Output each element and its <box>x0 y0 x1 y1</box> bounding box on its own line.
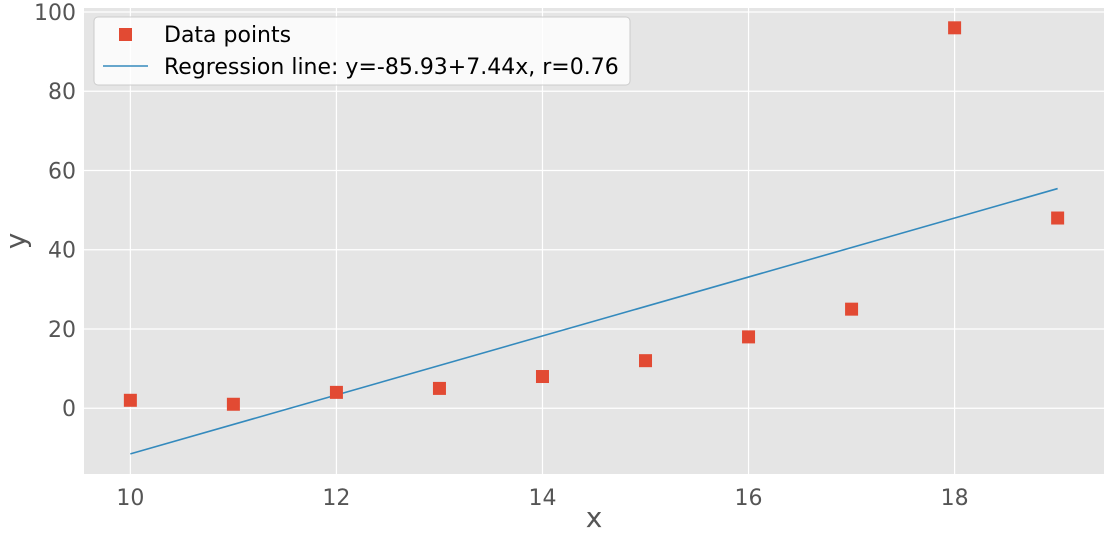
regression-layer <box>130 187 1058 455</box>
y-tick-label: 60 <box>48 159 76 184</box>
tick-labels: 10 12 14 16 18 0 20 40 60 80 100 <box>34 1 969 511</box>
legend: Data points Regression line: y=-85.93+7.… <box>93 16 631 86</box>
data-point <box>845 302 859 316</box>
y-tick-label: 80 <box>48 80 76 105</box>
data-point <box>742 330 756 344</box>
legend-box <box>93 16 631 86</box>
x-tick-label: 12 <box>322 486 350 511</box>
legend-label-data-points: Data points <box>164 23 291 48</box>
y-tick-label: 20 <box>48 318 76 343</box>
data-point <box>1051 211 1065 225</box>
y-tick-label: 40 <box>48 239 76 264</box>
y-tick-label: 0 <box>62 397 76 422</box>
legend-marker-data-points <box>119 28 132 41</box>
x-tick-label: 10 <box>116 486 144 511</box>
x-tick-label: 16 <box>735 486 763 511</box>
data-point <box>123 393 137 407</box>
data-point <box>948 21 962 35</box>
x-tick-label: 18 <box>941 486 969 511</box>
data-point <box>432 381 446 395</box>
x-axis-title: x <box>586 501 603 534</box>
data-point <box>639 354 653 368</box>
data-point <box>535 370 549 384</box>
plot-area <box>84 8 1104 474</box>
grid-lines <box>84 8 1104 474</box>
y-axis-title: y <box>0 233 32 250</box>
data-point <box>226 397 240 411</box>
data-points-layer <box>123 21 1065 411</box>
x-tick-label: 14 <box>528 486 556 511</box>
data-point <box>329 385 343 399</box>
y-tick-label: 100 <box>34 1 76 26</box>
regression-line <box>130 187 1058 455</box>
legend-label-regression-line: Regression line: y=-85.93+7.44x, r=0.76 <box>164 55 619 80</box>
